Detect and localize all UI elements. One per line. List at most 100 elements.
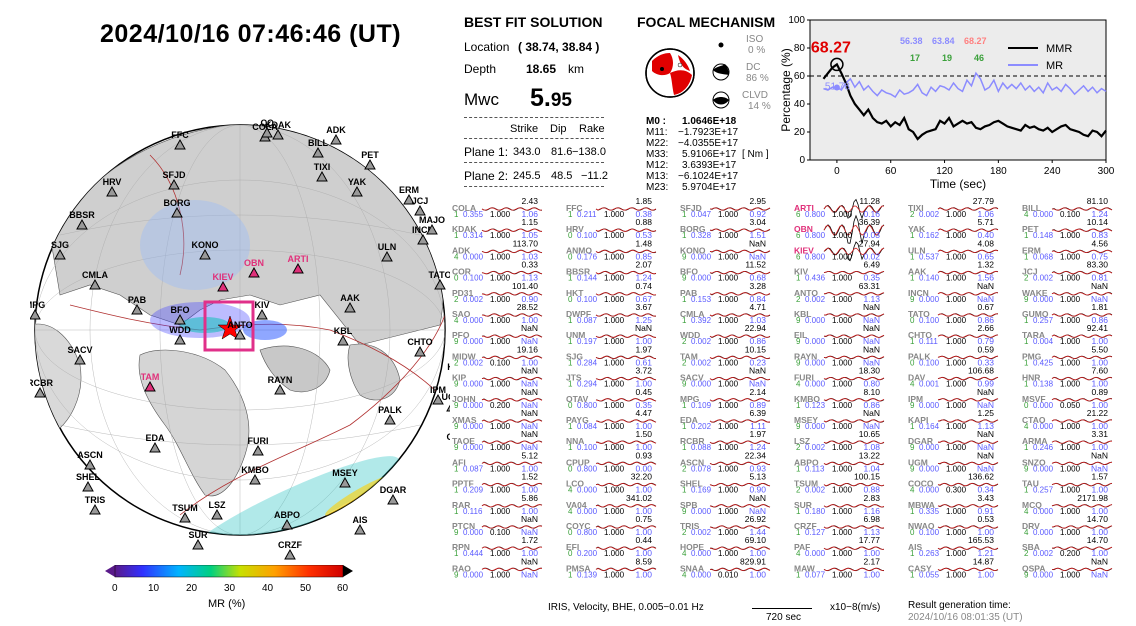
station-variance: 10.14 [1087, 217, 1109, 227]
station-label: SHEL [76, 472, 101, 482]
station-fmin: 0.257 [1033, 316, 1054, 325]
peak-marker [830, 57, 844, 72]
waveform-synthetic [595, 546, 657, 550]
station-code: TIXI [908, 203, 924, 213]
region-box [203, 300, 255, 352]
station-flag: 1 [1024, 380, 1029, 389]
waveform-synthetic [709, 270, 771, 275]
station-ratio: 0.85 [635, 251, 652, 261]
station-fmin: 0.002 [691, 358, 712, 367]
map-station: BBSR [69, 210, 95, 230]
station-label: PALK [378, 405, 402, 415]
station-variance: 0.75 [635, 514, 652, 524]
waveform-synthetic [937, 440, 999, 444]
station-fmin: 0.294 [577, 380, 598, 389]
station-code: PFO [452, 330, 470, 340]
station-fmin: 0.444 [463, 549, 484, 558]
station-cell: MPG 2.14 1 0.109 1.000 0.89 [680, 387, 771, 410]
station-flag: 1 [568, 337, 573, 346]
station-label: TATO [429, 270, 451, 280]
waveform-synthetic [481, 207, 543, 211]
station-label: KIV [254, 300, 269, 310]
station-ratio: 1.00 [521, 485, 538, 495]
map-station: SACV [67, 345, 93, 365]
station-fmax: 0.100 [1060, 210, 1081, 219]
station-fmax: 1.000 [604, 316, 625, 325]
waveform-synthetic [937, 228, 999, 232]
station-variance: 1.25 [977, 408, 994, 418]
station-cell: DAV 106.68 4 0.001 1.000 0.99 [908, 366, 999, 389]
station-ratio: NaN [977, 442, 994, 452]
annot-bottom: 46 [974, 53, 984, 63]
m22-value: −4.0355E+17 [678, 138, 739, 149]
plane2-dip: 48.5 [551, 170, 573, 182]
waveform-synthetic [1051, 270, 1113, 275]
station-variance: 5.12 [521, 450, 538, 460]
station-fmax: 0.200 [1060, 549, 1081, 558]
station-flag: 9 [796, 422, 801, 431]
station-fmin: 0.123 [805, 401, 826, 410]
waveform-synthetic [1051, 249, 1113, 254]
map-station: SJG [51, 240, 69, 260]
station-ratio: 0.83 [1091, 230, 1108, 240]
station-triangle [76, 218, 88, 230]
station-variance: NaN [863, 344, 880, 354]
waveform-synthetic [709, 207, 771, 211]
station-fmax: 1.000 [1060, 570, 1081, 579]
location-label: Location [464, 40, 510, 54]
station-fmax: 1.000 [946, 358, 967, 367]
station-variance: NaN [1091, 556, 1108, 566]
station-triangle [274, 383, 286, 395]
station-flag: 1 [682, 295, 687, 304]
station-fmin: 0.000 [463, 570, 484, 579]
station-label: BORG [164, 198, 191, 208]
station-flag: 0 [910, 528, 915, 537]
station-fmax: 1.000 [490, 549, 511, 558]
station-label: KIEV [212, 272, 233, 282]
map-station: TAM [141, 372, 159, 392]
station-variance: 3.72 [635, 366, 652, 376]
station-code: INCN [908, 288, 929, 298]
station-fmax: 1.000 [832, 464, 853, 473]
station-variance: 1.57 [1091, 472, 1108, 482]
station-ratio: 1.00 [1091, 400, 1108, 410]
station-fmin: 0.000 [919, 486, 940, 495]
station-fmin: 0.000 [1033, 401, 1054, 410]
col-rake: Rake [579, 123, 605, 135]
waveform-synthetic [937, 355, 999, 360]
waveform-synthetic [595, 355, 657, 360]
station-flag: 1 [910, 549, 915, 558]
station-code: PTCN [452, 521, 475, 531]
station-cell: MSVF 0.89 0 0.000 0.050 1.00 [1022, 387, 1113, 410]
station-triangle [381, 250, 393, 262]
station-fmax: 1.000 [604, 231, 625, 240]
station-triangle [89, 503, 101, 515]
moment-unit: [ Nm ] [742, 149, 769, 160]
map-station: BILL [308, 138, 328, 158]
station-flag: 2 [682, 358, 687, 367]
waveform-synthetic [481, 355, 543, 360]
station-triangle [414, 345, 426, 357]
station-code: SBA [1022, 542, 1040, 552]
waveform-synthetic [937, 292, 999, 296]
station-code: CRZF [794, 521, 817, 531]
station-flag: 9 [454, 401, 459, 410]
colorbar-tick: 50 [300, 583, 312, 594]
map-station: ANTO [227, 320, 253, 340]
station-fmin: 0.002 [1033, 274, 1054, 283]
station-cell: EIL NaN 9 0.000 1.000 NaN [794, 323, 885, 346]
station-fmin: 0.197 [577, 337, 598, 346]
station-flag: 9 [454, 380, 459, 389]
station-code: CMLA [680, 309, 705, 319]
station-code: TATO [908, 309, 930, 319]
station-label: EDA [145, 433, 165, 443]
station-variance: 0.45 [635, 387, 652, 397]
station-ratio: 0.81 [1091, 273, 1108, 283]
waveform-synthetic [709, 249, 771, 253]
station-fmin: 0.000 [805, 358, 826, 367]
map-station: CMLA [82, 270, 108, 290]
station-flag: 1 [1024, 316, 1029, 325]
station-variance: 6.39 [749, 408, 766, 418]
station-variance: 63.31 [859, 281, 881, 291]
station-variance: 2.43 [521, 198, 538, 206]
